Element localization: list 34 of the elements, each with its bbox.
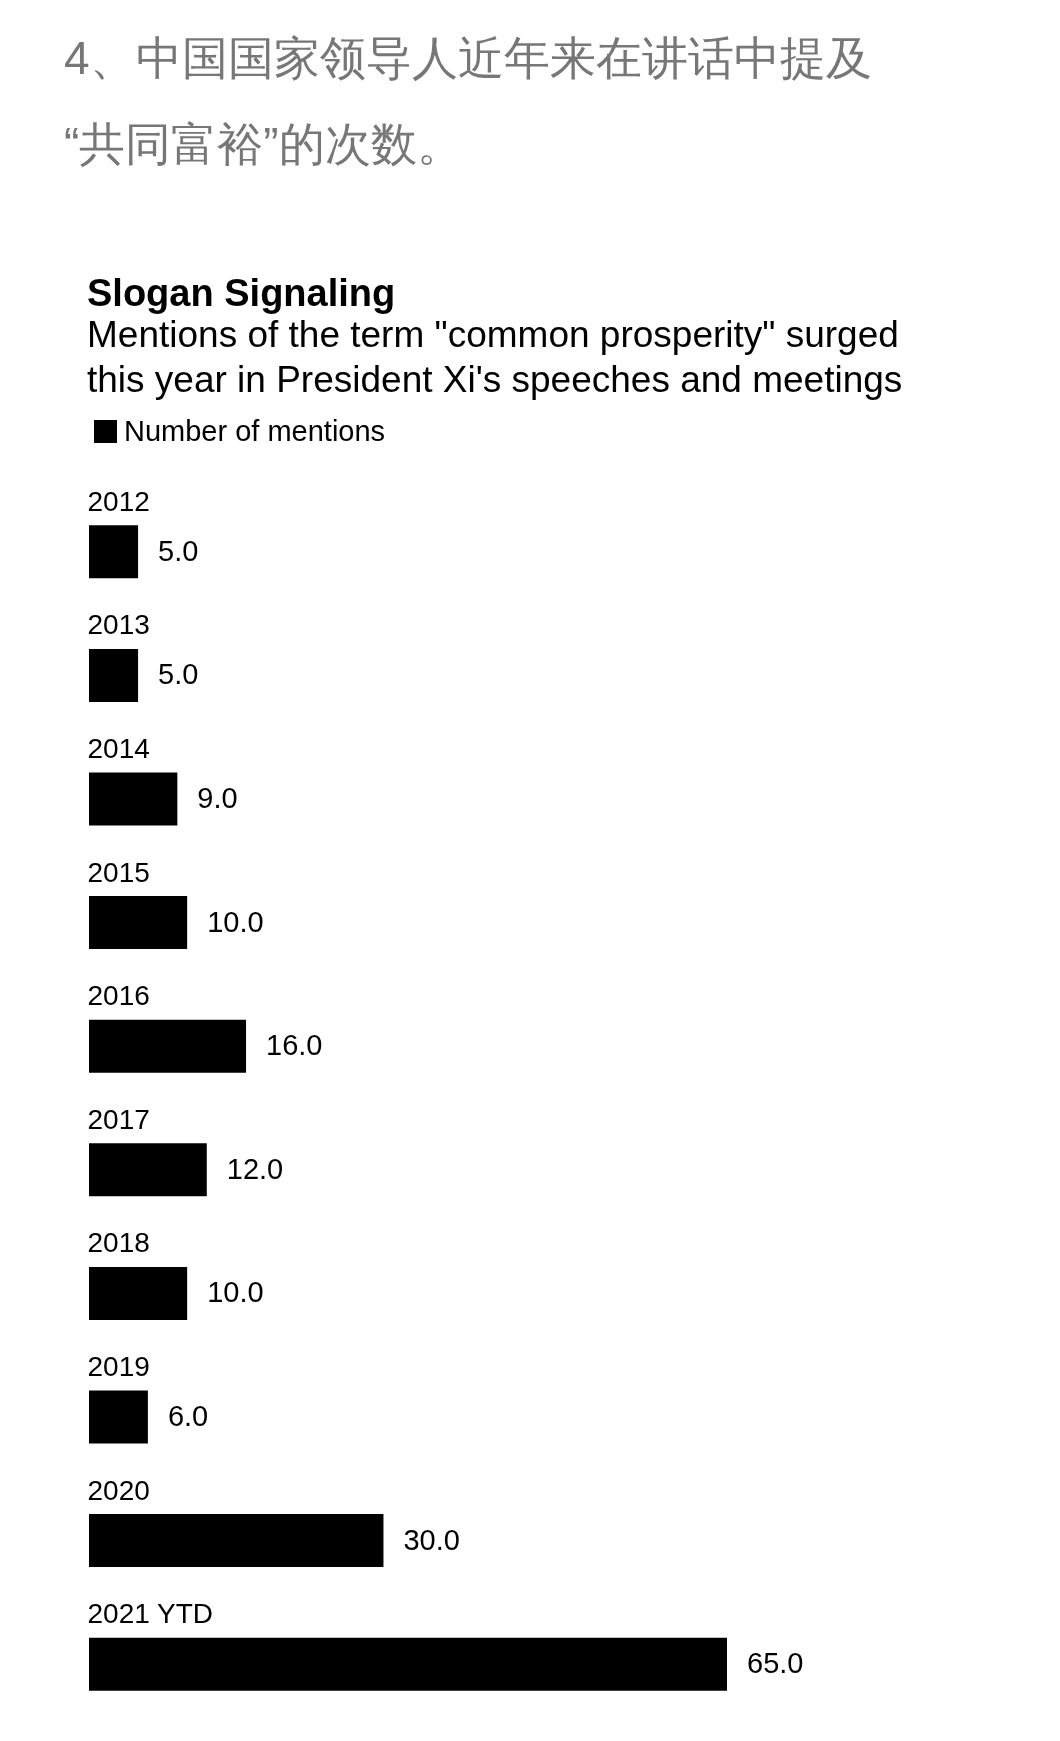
bar bbox=[89, 772, 178, 826]
legend-label: Number of mentions bbox=[124, 414, 386, 447]
data-label: 5.0 bbox=[158, 534, 199, 567]
data-label: 6.0 bbox=[167, 1400, 209, 1432]
chart-subtitle: Mentions of the term "common prosperity" surged this year in President Xi's speeches and meetings bbox=[87, 314, 903, 400]
y-tick-label: 2020 bbox=[87, 1474, 150, 1506]
y-tick-label: 2017 bbox=[87, 1103, 150, 1135]
y-tick-label: 2013 bbox=[87, 609, 150, 641]
data-label: 16.0 bbox=[266, 1029, 323, 1062]
bar bbox=[89, 648, 139, 702]
bar bbox=[89, 1143, 207, 1197]
y-tick-label: 2014 bbox=[87, 733, 150, 764]
bar bbox=[89, 1514, 384, 1568]
data-label: 5.0 bbox=[158, 658, 199, 691]
bar bbox=[89, 1390, 148, 1444]
data-label: 12.0 bbox=[226, 1152, 284, 1185]
y-tick-label: 2016 bbox=[87, 980, 150, 1012]
bar bbox=[89, 1019, 247, 1073]
text: 4、中国国家领导人近年来在讲话中提及“共同富裕”的次数。 bbox=[64, 32, 872, 170]
bar bbox=[89, 525, 139, 579]
y-tick-label: 2019 bbox=[87, 1351, 150, 1382]
data-label: 9.0 bbox=[197, 782, 238, 814]
y-tick-label: 2021 YTD bbox=[87, 1598, 214, 1630]
y-tick-label: 2018 bbox=[87, 1227, 150, 1259]
data-label: 10.0 bbox=[207, 905, 264, 938]
chart-title: Slogan Signaling bbox=[87, 272, 396, 314]
data-label: 65.0 bbox=[747, 1647, 804, 1680]
bar bbox=[89, 1637, 727, 1691]
bar bbox=[89, 1266, 188, 1320]
data-label: 30.0 bbox=[403, 1523, 460, 1556]
bar bbox=[89, 896, 188, 950]
data-label: 10.0 bbox=[207, 1276, 264, 1309]
y-tick-label: 2015 bbox=[87, 856, 150, 888]
y-tick-label: 2012 bbox=[87, 485, 150, 517]
